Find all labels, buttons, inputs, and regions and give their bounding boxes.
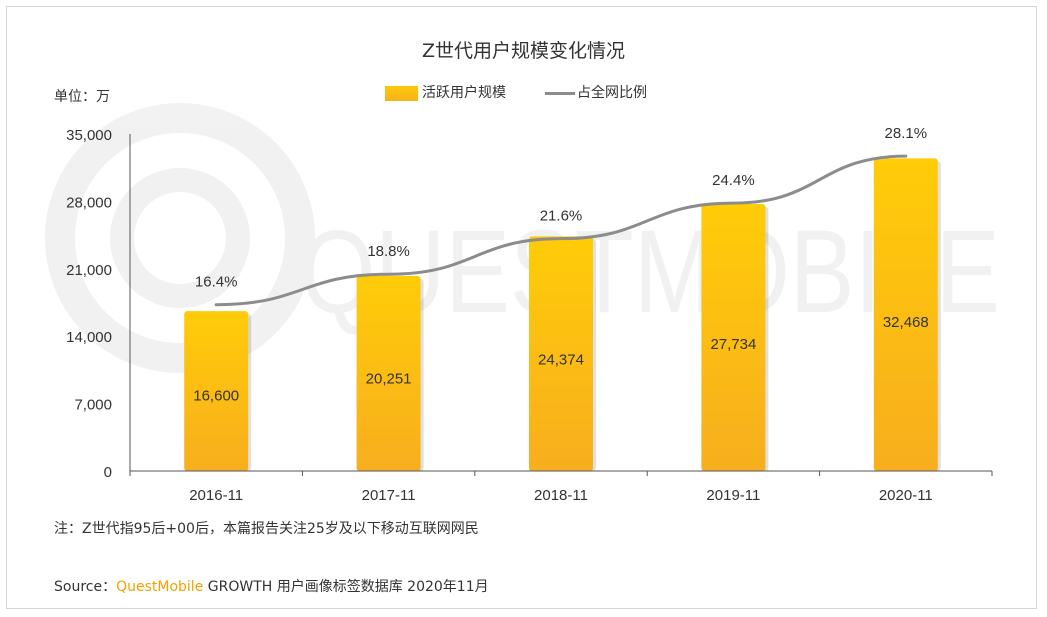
chart-title: Z世代用户规模变化情况 <box>421 40 626 62</box>
line-series: 16.4% 18.8% 21.6% 24.4% 28.1% <box>195 125 928 307</box>
legend-line-label: 占全网比例 <box>577 85 647 101</box>
bar-value-label: 32,468 <box>883 314 929 331</box>
bar <box>529 236 593 471</box>
x-tick-label: 2017-11 <box>362 487 416 504</box>
footnote: 注：Z世代指95后+00后，本篇报告关注25岁及以下移动互联网网民 <box>54 521 479 537</box>
x-axis: 2016-11 2017-11 2018-11 2019-11 2020-11 <box>129 470 993 504</box>
source-rest: GROWTH 用户画像标签数据库 2020年11月 <box>207 579 489 595</box>
x-tick-label: 2018-11 <box>534 487 588 504</box>
bar <box>701 203 766 472</box>
line-path <box>214 154 908 307</box>
y-tick-label: 35,000 <box>66 127 112 144</box>
source-brand: QuestMobile <box>116 579 204 595</box>
legend-bar-swatch <box>385 86 418 101</box>
bar-value-label: 16,600 <box>193 387 239 404</box>
bar <box>184 311 249 471</box>
x-tick-label: 2019-11 <box>706 487 760 504</box>
line-value-label: 21.6% <box>540 208 583 225</box>
line-value-label: 16.4% <box>195 274 238 291</box>
y-tick-label: 0 <box>104 464 112 481</box>
y-tick-label: 28,000 <box>66 194 112 211</box>
bar-value-label: 24,374 <box>538 351 584 368</box>
legend-line-swatch <box>545 92 575 95</box>
bar <box>356 276 421 471</box>
line-value-label: 24.4% <box>712 172 755 189</box>
unit-label: 单位：万 <box>54 89 110 105</box>
source-prefix: Source： <box>54 579 117 595</box>
x-tick-label: 2020-11 <box>879 487 933 504</box>
legend-bar-label: 活跃用户规模 <box>422 85 506 101</box>
y-tick-label: 7,000 <box>74 397 112 414</box>
y-tick-label: 14,000 <box>66 329 112 346</box>
y-tick-label: 21,000 <box>66 262 112 279</box>
line-value-label: 28.1% <box>885 125 928 142</box>
chart-card <box>6 6 1037 609</box>
bar-series: 16,600 20,251 24,374 27,734 32,468 <box>184 158 941 472</box>
bar-value-label: 27,734 <box>710 336 756 353</box>
y-axis: 0 7,000 14,000 21,000 28,000 35,000 <box>66 127 131 481</box>
bar-value-label: 20,251 <box>366 370 412 387</box>
source-line: Source：QuestMobile GROWTH 用户画像标签数据库 2020… <box>54 576 489 596</box>
bar <box>873 158 938 471</box>
line-value-label: 18.8% <box>367 243 410 260</box>
x-tick-label: 2016-11 <box>189 487 243 504</box>
